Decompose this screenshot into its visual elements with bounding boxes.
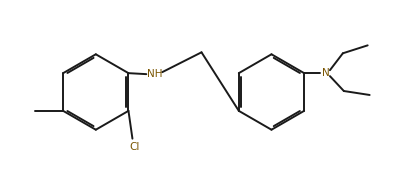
Text: N: N [322,68,330,78]
Text: Cl: Cl [129,142,140,152]
Text: NH: NH [147,69,162,79]
